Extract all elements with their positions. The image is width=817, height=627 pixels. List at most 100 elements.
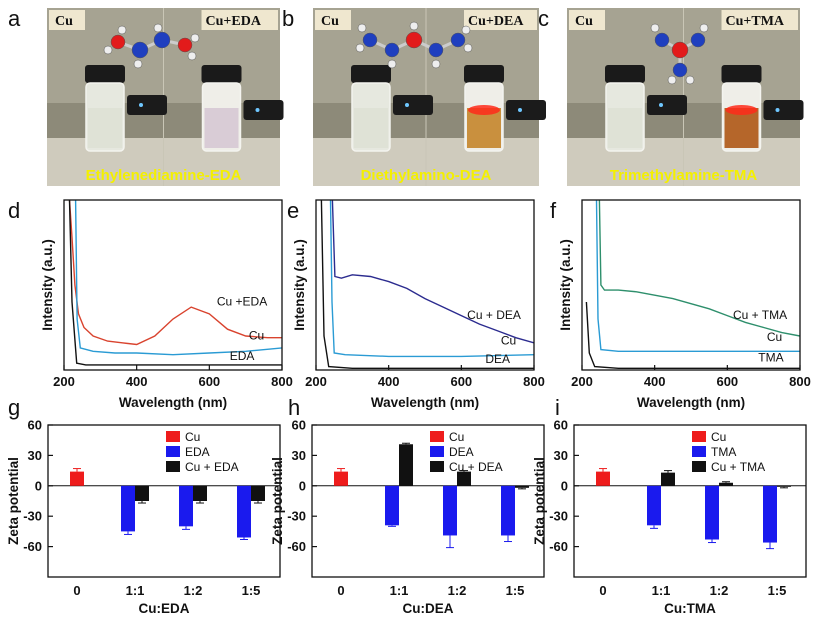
- molecule-atom: [405, 31, 423, 49]
- photo-caption: Diethylamino-DEA: [361, 167, 492, 184]
- molecule-atom: [685, 75, 695, 85]
- vial-cap: [721, 65, 762, 83]
- y-tick-label: 0: [35, 478, 42, 493]
- legend-swatch: [166, 431, 180, 442]
- molecule-atom: [131, 41, 149, 59]
- panel-letter: f: [550, 198, 557, 223]
- molecule-atom: [384, 42, 400, 58]
- bar: [777, 485, 791, 487]
- y-axis-label: Intensity (a.u.): [558, 239, 573, 331]
- curve-label: EDA: [230, 349, 255, 363]
- y-tick-label: 60: [28, 418, 42, 433]
- molecule-atom: [409, 21, 419, 31]
- y-axis-label: Intensity (a.u.): [292, 239, 307, 331]
- vial-mixture-liquid: [204, 108, 239, 148]
- x-axis-label: Wavelength (nm): [119, 395, 227, 410]
- photo-panel-c: c Cu Cu+TMA Trimethylamine-TMA: [538, 6, 804, 186]
- curve-label: Cu: [501, 334, 516, 348]
- series-line: [598, 200, 800, 337]
- curve-label: Cu +EDA: [217, 294, 267, 308]
- y-tick-label: 60: [554, 418, 568, 433]
- y-tick-label: 60: [292, 418, 306, 433]
- y-tick-label: -60: [549, 539, 568, 554]
- series-line: [331, 200, 534, 344]
- molecule-atom: [699, 23, 709, 33]
- x-tick-label: 1:1: [652, 583, 671, 598]
- photo-caption: Ethylenediamine-EDA: [86, 167, 242, 184]
- bar: [237, 485, 251, 538]
- x-tick-label: 1:1: [126, 583, 145, 598]
- legend-label: DEA: [449, 445, 474, 459]
- panel-letter: a: [8, 6, 21, 31]
- plot-frame: [311, 424, 545, 578]
- legend-label: Cu + TMA: [711, 460, 765, 474]
- bar: [399, 444, 413, 486]
- legend-label: Cu + DEA: [449, 460, 503, 474]
- molecule-atom: [187, 51, 197, 61]
- bar: [135, 485, 149, 501]
- legend-swatch: [692, 431, 706, 442]
- laser-led: [139, 103, 143, 107]
- laser-beam: [725, 105, 758, 115]
- y-tick-label: -30: [549, 509, 568, 524]
- y-axis-label: Zeta potential: [6, 457, 21, 545]
- y-tick-label: -30: [287, 509, 306, 524]
- x-tick-label: 1:5: [768, 583, 787, 598]
- bar: [251, 485, 265, 501]
- plot-frame: [581, 199, 801, 371]
- laser-pointer: [647, 95, 687, 115]
- x-axis-label: Wavelength (nm): [371, 395, 479, 410]
- series-line: [329, 200, 534, 358]
- bar: [334, 471, 348, 486]
- y-axis-label: Zeta potential: [532, 457, 547, 545]
- bar: [763, 485, 777, 543]
- curve-label: Cu: [767, 330, 782, 344]
- photo-label-right: Cu+DEA: [468, 14, 524, 29]
- molecule-atom: [463, 43, 473, 53]
- bar: [515, 485, 529, 488]
- x-tick-label: 800: [523, 374, 545, 389]
- vial-cap: [464, 65, 504, 83]
- molecule-atom: [153, 23, 163, 33]
- molecule-atom: [667, 75, 677, 85]
- series-line: [68, 200, 282, 366]
- panel-letter: g: [8, 395, 20, 420]
- photo-label-right: Cu+TMA: [726, 14, 785, 29]
- bar: [70, 471, 84, 486]
- laser-pointer: [243, 100, 284, 120]
- legend-swatch: [430, 461, 444, 472]
- bar: [647, 485, 661, 526]
- bar-panel-i: i60 30 0 -30 -60 0 1:1 1:2 1:5 Cu:TMA Zeta potenti…: [532, 395, 807, 616]
- photo-panel-b: b Cu Cu+DEA Diethylamino-DEA: [282, 6, 546, 186]
- x-tick-label: 800: [271, 374, 293, 389]
- series-line: [68, 200, 282, 346]
- vial-cu-liquid: [608, 108, 642, 148]
- panel-letter: i: [555, 395, 560, 420]
- photo-label-bg: [315, 10, 351, 30]
- legend-swatch: [166, 461, 180, 472]
- laser-pointer: [506, 100, 546, 120]
- bar: [121, 485, 135, 532]
- molecule-atom: [654, 32, 670, 48]
- bar-panel-h: h60 30 0 -30 -60 0 1:1 1:2 1:5 Cu:DEA Zeta potenti…: [270, 395, 545, 616]
- molecule-atom: [461, 25, 471, 35]
- molecule-atom: [357, 23, 367, 33]
- photo-label-bg: [201, 10, 278, 30]
- curve-label: Cu: [249, 328, 264, 342]
- x-tick-label: 0: [337, 583, 344, 598]
- x-tick-label: 200: [305, 374, 327, 389]
- x-tick-label: 0: [599, 583, 606, 598]
- photo-label-left: Cu: [575, 14, 593, 29]
- legend-swatch: [692, 461, 706, 472]
- x-tick-label: 800: [789, 374, 811, 389]
- x-tick-label: 1:1: [390, 583, 409, 598]
- legend-label: EDA: [185, 445, 210, 459]
- curve-label: Cu + DEA: [467, 308, 521, 322]
- vial-cu-liquid: [354, 108, 388, 148]
- photo-label-bg: [464, 10, 537, 30]
- bar: [179, 485, 193, 527]
- molecule-atom: [362, 32, 378, 48]
- x-tick-label: 1:5: [506, 583, 525, 598]
- legend-label: Cu: [449, 430, 464, 444]
- x-tick-label: 1:5: [242, 583, 261, 598]
